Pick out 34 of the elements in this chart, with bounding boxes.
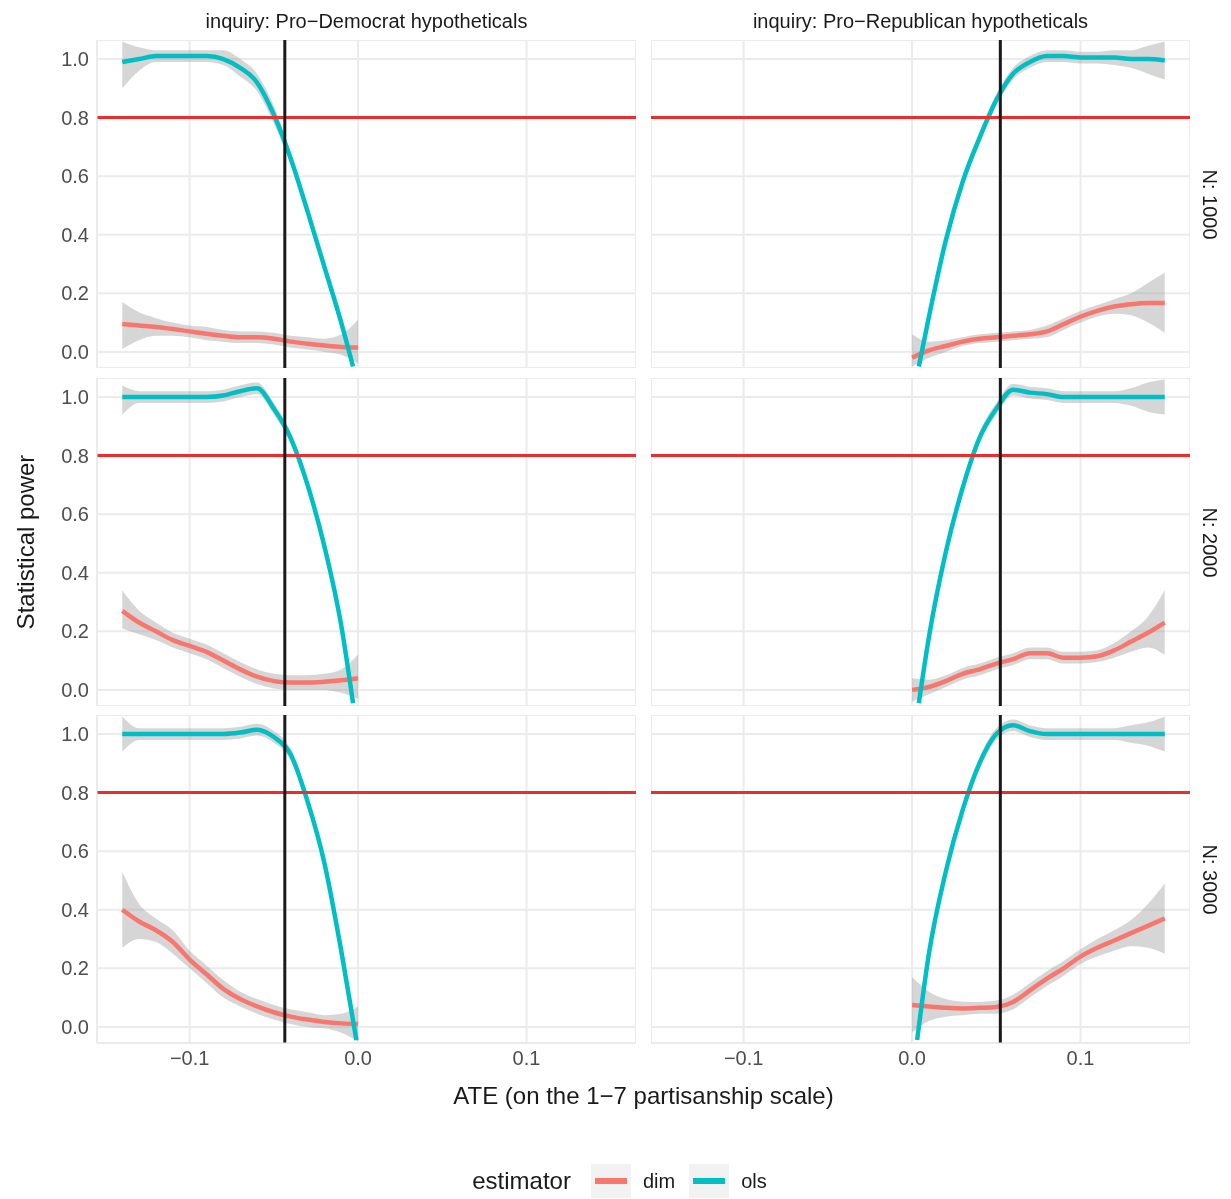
- y-tick-label: 0.4: [61, 561, 89, 584]
- chart-title: inquiry: Pro−Democrat hypotheticals: [204, 10, 529, 33]
- y-tick-label: 0.4: [61, 898, 89, 921]
- y-tick-label: 0.4: [61, 223, 89, 246]
- y2-axis-title: N: 3000: [1197, 843, 1221, 915]
- y-tick-label: 1.0: [61, 723, 89, 746]
- chart-title: inquiry: Pro−Republican hypotheticals: [751, 10, 1090, 33]
- legend-label: dim: [642, 1169, 676, 1193]
- y2-axis-title: N: 1000: [1197, 168, 1221, 240]
- y-tick-label: 0.2: [61, 620, 89, 643]
- y-tick-label: 0.2: [61, 957, 89, 980]
- y-tick-label: 0.6: [61, 165, 89, 188]
- legend-label: ols: [741, 1169, 767, 1193]
- y-axis-title: Statistical power: [12, 454, 40, 630]
- y-tick-label: 1.0: [61, 48, 89, 71]
- y-tick-label: 0.8: [61, 444, 89, 467]
- y-tick-label: 0.0: [61, 340, 89, 363]
- x-tick-label: −0.1: [723, 1047, 764, 1070]
- y-tick-label: 0.2: [61, 282, 89, 305]
- y-tick-label: 0.8: [61, 781, 89, 804]
- x-tick-label: 0.0: [344, 1047, 372, 1070]
- x-tick-label: 0.0: [898, 1047, 926, 1070]
- x-tick-label: 0.1: [1066, 1047, 1095, 1070]
- x-tick-label: 0.1: [512, 1047, 541, 1070]
- y-tick-label: 0.0: [61, 678, 89, 701]
- legend-title: estimator: [472, 1167, 571, 1195]
- x-tick-label: −0.1: [169, 1047, 210, 1070]
- y-tick-label: 0.6: [61, 503, 89, 526]
- y2-axis-title: N: 2000: [1197, 506, 1221, 578]
- y-tick-label: 0.8: [61, 106, 89, 129]
- y-tick-label: 1.0: [61, 386, 89, 409]
- y-tick-label: 0.6: [61, 840, 89, 863]
- y-tick-label: 0.0: [61, 1015, 89, 1038]
- x-axis-title: ATE (on the 1−7 partisanship scale): [452, 1082, 835, 1110]
